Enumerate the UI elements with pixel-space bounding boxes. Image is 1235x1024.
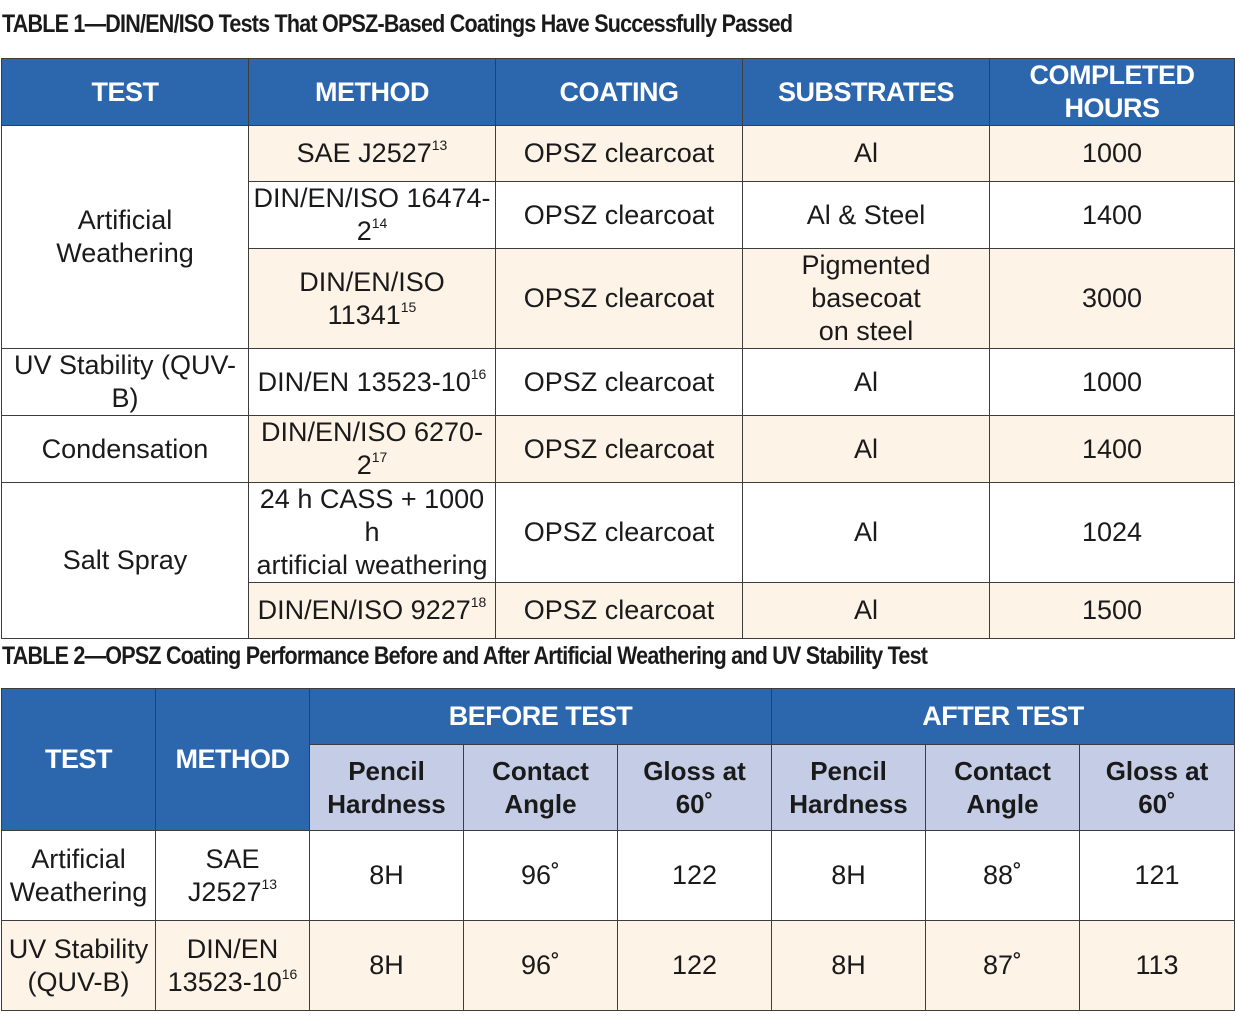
table-row: DIN/EN/ISO 1134115 OPSZ clearcoat Pigmen… [2,248,1235,349]
table1-header-method: METHOD [248,58,496,126]
table1-header-row: TEST METHOD COATING SUBSTRATES COMPLETED… [1,58,1235,126]
table2: TEST METHOD BEFORE TEST AFTER TEST Penci… [1,688,1235,1011]
test-cell: Artificial Weathering [1,125,249,349]
table2-header-before: BEFORE TEST [309,688,772,745]
after-gloss-cell: 121 [1078,830,1235,921]
substrate-cell: Al [742,482,990,583]
subheader-contact-angle: Contact Angle [463,744,618,831]
subheader-gloss: Gloss at 60˚ [1078,744,1235,831]
after-contact-cell: 88˚ [925,830,1080,921]
table-row: DIN/EN/ISO 16474-214 OPSZ clearcoat Al &… [2,181,1235,249]
coating-cell: OPSZ clearcoat [495,482,743,583]
substrate-cell: Pigmented basecoat on steel [742,248,990,349]
before-contact-cell: 96˚ [463,830,618,921]
table1: TEST METHOD COATING SUBSTRATES COMPLETED… [1,58,1235,639]
method-cell: DIN/EN 13523-1016 [155,920,310,1011]
subheader-pencil-hardness: Pencil Hardness [309,744,464,831]
coating-cell: OPSZ clearcoat [495,348,743,416]
table-row: Condensation DIN/EN/ISO 6270-217 OPSZ cl… [1,415,1235,483]
test-cell: UV Stability (QUV-B) [1,348,249,416]
method-cell: SAE J252713 [248,125,496,182]
coating-cell: OPSZ clearcoat [495,125,743,182]
method-cell: 24 h CASS + 1000 h artificial weathering [248,482,496,583]
test-cell: UV Stability (QUV-B) [1,920,156,1011]
method-cell: SAE J252713 [155,830,310,921]
table-row: UV Stability (QUV-B) DIN/EN 13523-1016 8H … [1,920,1235,1011]
substrate-cell: Al [742,348,990,416]
hours-cell: 1400 [989,181,1235,249]
table-row: Artificial Weathering SAE J252713 8H 96˚ … [1,830,1235,921]
method-cell: DIN/EN 13523-1016 [248,348,496,416]
table2-subheader-row: Pencil Hardness Contact Angle Gloss at 60˚… [2,744,1235,831]
before-contact-cell: 96˚ [463,920,618,1011]
test-cell: Artificial Weathering [1,830,156,921]
after-gloss-cell: 113 [1078,920,1235,1011]
table1-header-coating: COATING [495,58,743,126]
test-cell: Condensation [1,415,249,483]
method-cell: DIN/EN/ISO 16474-214 [248,181,496,249]
method-cell: DIN/EN/ISO 1134115 [248,248,496,349]
table-row: Salt Spray 24 h CASS + 1000 h artificial … [1,482,1235,639]
substrate-cell: Al [742,582,990,639]
before-pencil-cell: 8H [309,830,464,921]
substrate-cell: Al [742,125,990,182]
substrate-cell: Al [742,415,990,483]
after-pencil-cell: 8H [771,920,926,1011]
table2-caption: TABLE 2—OPSZ Coating Performance Before … [2,642,928,670]
substrate-cell: Al & Steel [742,181,990,249]
table2-header-after: AFTER TEST [770,688,1235,745]
table2-header-method: METHOD [155,688,310,831]
table-row: UV Stability (QUV-B) DIN/EN 13523-1016 O… [1,348,1235,416]
subheader-contact-angle: Contact Angle [925,744,1080,831]
hours-cell: 1024 [989,482,1235,583]
hours-cell: 1000 [989,125,1235,182]
hours-cell: 1500 [989,582,1235,639]
subheader-pencil-hardness: Pencil Hardness [771,744,926,831]
table2-header-test: TEST [1,688,156,831]
after-contact-cell: 87˚ [925,920,1080,1011]
subheader-gloss: Gloss at 60˚ [617,744,772,831]
table1-caption: TABLE 1—DIN/EN/ISO Tests That OPSZ-Based… [2,10,793,38]
before-pencil-cell: 8H [309,920,464,1011]
table1-header-substrates: SUBSTRATES [742,58,990,126]
before-gloss-cell: 122 [617,830,772,921]
hours-cell: 1400 [989,415,1235,483]
method-cell: DIN/EN/ISO 6270-217 [248,415,496,483]
coating-cell: OPSZ clearcoat [495,582,743,639]
table2-header-row: TEST METHOD BEFORE TEST AFTER TEST [1,688,1235,831]
hours-cell: 1000 [989,348,1235,416]
before-gloss-cell: 122 [617,920,772,1011]
coating-cell: OPSZ clearcoat [495,248,743,349]
coating-cell: OPSZ clearcoat [495,181,743,249]
test-cell: Salt Spray [1,482,249,639]
coating-cell: OPSZ clearcoat [495,415,743,483]
table1-header-test: TEST [1,58,249,126]
hours-cell: 3000 [989,248,1235,349]
method-cell: DIN/EN/ISO 922718 [248,582,496,639]
after-pencil-cell: 8H [771,830,926,921]
table1-header-hours: COMPLETED HOURS [989,58,1235,126]
table-row: DIN/EN/ISO 922718 OPSZ clearcoat Al 1500 [2,582,1235,639]
table-row: Artificial Weathering SAE J252713 OPSZ c… [1,125,1235,349]
